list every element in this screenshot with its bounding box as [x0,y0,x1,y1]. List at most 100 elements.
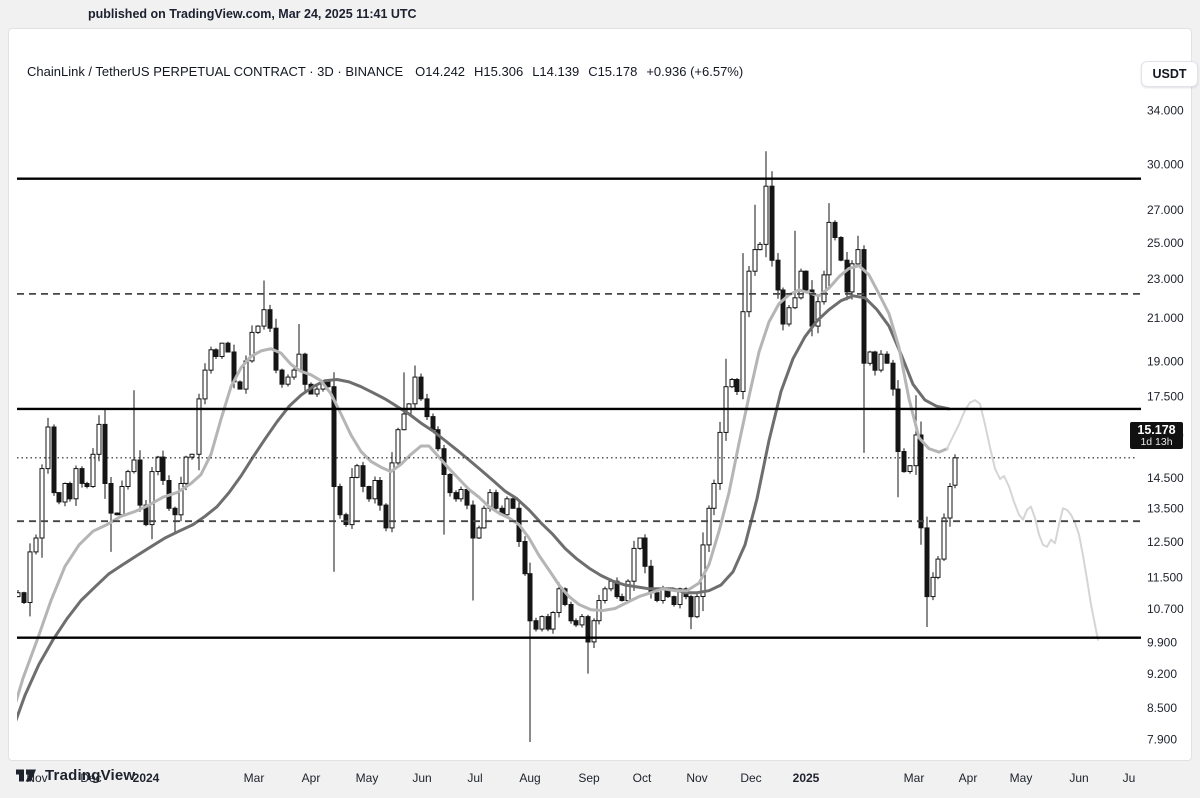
time-axis-label[interactable]: Dec [80,771,101,785]
price-axis-label[interactable]: 14.500 [1147,471,1184,485]
candle-up [855,249,861,265]
candle-down [418,376,424,400]
candle-up [637,537,643,549]
candle-up [196,398,202,455]
symbol-title: ChainLink / TetherUS PERPETUAL CONTRACT … [27,64,404,79]
price-axis-label[interactable]: 27.000 [1147,203,1184,217]
price-axis-label[interactable]: 23.000 [1147,272,1184,286]
candle-down [924,527,930,598]
time-axis-label[interactable]: 2024 [133,771,160,785]
candle-up [255,325,261,333]
time-axis-label[interactable]: Apr [302,771,321,785]
candle-down [331,386,337,488]
candle-down [585,616,591,643]
price-axis-label[interactable]: 10.700 [1147,602,1184,616]
time-axis-label[interactable]: 2025 [793,771,820,785]
candle-down [838,237,844,261]
price-axis-label[interactable]: 12.500 [1147,535,1184,549]
candle-down [435,429,441,450]
candle-up [189,453,195,458]
time-axis-label[interactable]: Mar [244,771,265,785]
candle-down [160,456,166,481]
candle-down [267,309,273,329]
candle-up [815,301,821,327]
candle-up [96,423,102,455]
candle-down [775,259,781,291]
time-axis-label[interactable]: Jun [412,771,431,785]
candle-up [631,547,637,582]
candle-down [21,592,27,604]
ma-layer [17,264,1099,722]
candle-up [706,507,712,546]
candle-down [337,486,343,516]
candle-up [261,309,267,327]
ma-fast-line [17,264,949,704]
time-axis-label[interactable]: Aug [519,771,540,785]
price-axis-label[interactable]: 17.500 [1147,390,1184,404]
candle-up [178,483,184,516]
candle-up [694,596,700,618]
candle-down [366,486,372,500]
candle-down [803,270,809,291]
ohlc-high: H15.306 [474,64,524,79]
candle-down [79,468,85,484]
price-axis-label[interactable]: 11.500 [1147,571,1183,585]
candle-up [579,616,585,626]
ohlc-open: O14.242 [415,64,466,79]
time-axis-label[interactable]: Sep [578,771,600,785]
candle-up [821,274,827,303]
time-axis-label[interactable]: Jun [1069,771,1088,785]
price-axis-label[interactable]: 21.000 [1147,311,1184,325]
candle-up [62,483,68,503]
time-axis-label[interactable]: May [1010,771,1033,785]
price-axis-label[interactable]: 9.200 [1147,667,1177,681]
price-axis-label[interactable]: 13.500 [1147,502,1184,516]
time-axis-label[interactable]: Dec [740,771,761,785]
candle-down [302,353,308,385]
candle-down [562,588,568,605]
price-axis-label[interactable]: 19.000 [1147,354,1184,368]
candle-up [935,558,941,578]
time-axis-label[interactable]: Ju [1123,771,1136,785]
time-axis-label[interactable]: Apr [959,771,978,785]
candle-up [602,588,608,601]
candle-down [225,342,231,353]
candle-down [510,498,516,509]
price-axis-label[interactable]: 9.900 [1147,635,1177,649]
candle-down [844,259,850,293]
time-axis-label[interactable]: Nov [686,771,707,785]
candle-down [861,249,867,364]
time-axis-label[interactable]: Jul [467,771,482,785]
candle-up [389,462,395,529]
currency-toggle-button[interactable]: USDT [1141,61,1198,87]
price-axis-label[interactable]: 30.000 [1147,157,1184,171]
candle-up [792,297,798,309]
candle-down [56,492,62,503]
price-axis-label[interactable]: 34.000 [1147,103,1184,117]
candle-down [67,483,73,500]
candle-up [125,471,131,488]
candle-up [752,249,758,272]
candle-up [249,331,255,362]
time-axis-label[interactable]: Oct [633,771,652,785]
price-axis-label[interactable]: 25.000 [1147,236,1184,250]
tradingview-logo-icon[interactable] [14,766,38,785]
candle-up [372,480,378,500]
candle-up [556,588,562,613]
candle-down [890,362,896,390]
candle-up [930,576,936,598]
ohlc-close: C15.178 [588,64,638,79]
candle-up [412,376,418,405]
candle-up [947,486,953,519]
candle-down [901,451,907,473]
time-axis-label[interactable]: May [356,771,379,785]
candle-up [729,379,735,388]
price-axis-label[interactable]: 7.900 [1147,733,1177,747]
price-axis-label[interactable]: 8.500 [1147,701,1177,715]
candle-up [740,311,746,393]
time-axis-label[interactable]: Mar [904,771,925,785]
candle-up [711,483,717,509]
brand-name[interactable]: TradingView [45,767,136,784]
candle-up [285,376,291,385]
price-chart[interactable]: 34.000 30.000 27.000 25.000 23.000 21.000 19.0… [17,57,1200,790]
